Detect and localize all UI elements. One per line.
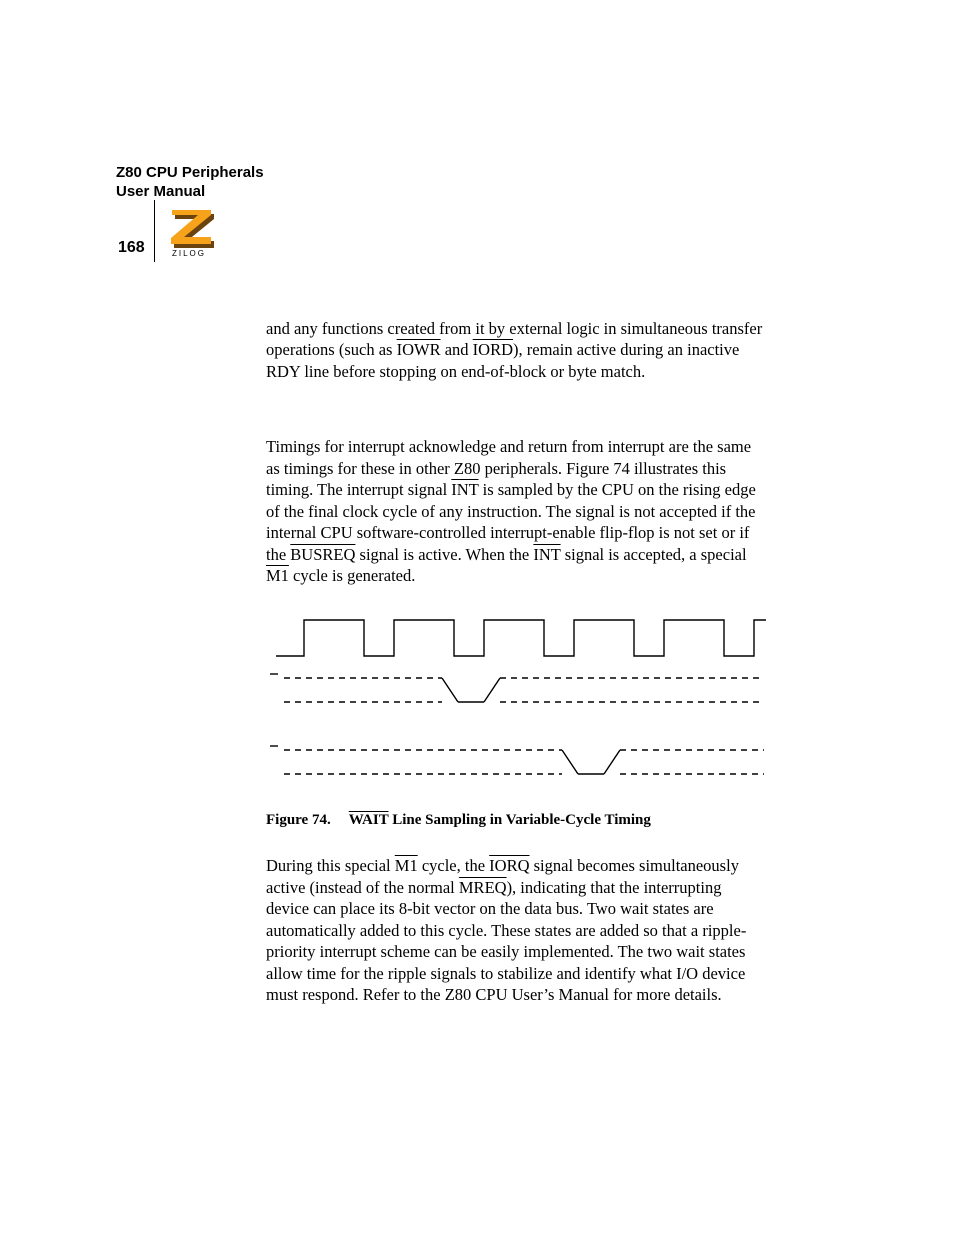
- paragraph-2: Timings for interrupt acknowledge and re…: [266, 436, 766, 586]
- signal-m1-2: M1: [395, 856, 418, 875]
- p2-text-c: signal is active. When the: [355, 545, 533, 564]
- header-divider: [154, 200, 155, 262]
- signal-int-1: INT: [451, 480, 478, 499]
- running-header: Z80 CPU Peripherals User Manual: [116, 164, 436, 202]
- signal-busreq: BUSREQ: [290, 545, 355, 564]
- page: Z80 CPU Peripherals User Manual 168 ZILO…: [0, 0, 954, 1235]
- figure-caption: Figure 74. WAIT Line Sampling in Variable…: [266, 812, 766, 829]
- p2-text-d: signal is accepted, a special: [561, 545, 747, 564]
- manual-title-line2: User Manual: [116, 183, 436, 202]
- paragraph-1: and any functions created from it by ext…: [266, 318, 766, 382]
- p1-text-b: and: [441, 340, 473, 359]
- signal-m1-1: M1: [266, 566, 289, 585]
- signal-wait: WAIT: [349, 812, 389, 828]
- p3-text-b: cycle, the: [418, 856, 489, 875]
- body-column: and any functions created from it by ext…: [266, 318, 766, 1025]
- figure-label: Figure 74.: [266, 812, 331, 828]
- signal-mreq: MREQ: [459, 878, 507, 897]
- manual-title-line1: Z80 CPU Peripherals: [116, 164, 436, 183]
- zilog-logo-svg: ZILOG: [164, 206, 220, 258]
- paragraph-3: During this special M1 cycle, the IORQ s…: [266, 855, 766, 1005]
- zilog-logo-text: ZILOG: [172, 249, 206, 258]
- signal-iord: IORD: [473, 340, 513, 359]
- signal-iorq: IORQ: [489, 856, 529, 875]
- p3-text-a: During this special: [266, 856, 395, 875]
- timing-diagram: [266, 606, 766, 796]
- figure-caption-post: Line Sampling in Variable-Cycle Timing: [388, 812, 650, 828]
- p2-text-e: cycle is generated.: [289, 566, 415, 585]
- zilog-logo: ZILOG: [164, 206, 220, 258]
- page-number: 168: [118, 239, 145, 257]
- signal-int-2: INT: [533, 545, 560, 564]
- signal-iowr: IOWR: [397, 340, 441, 359]
